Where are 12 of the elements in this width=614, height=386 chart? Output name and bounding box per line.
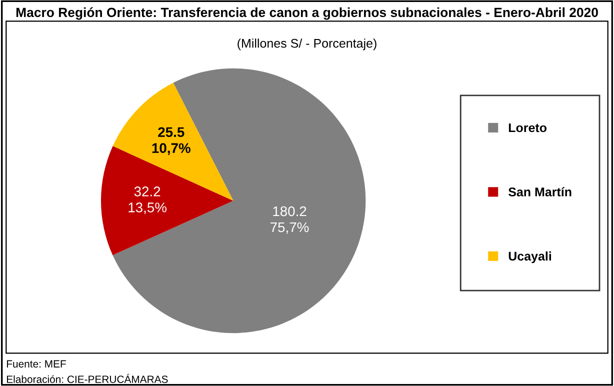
pie-slice — [112, 82, 234, 201]
legend-label: San Martín — [508, 187, 572, 196]
legend-label: Loreto — [508, 123, 547, 132]
legend-label: Ucayali — [508, 251, 552, 264]
chart-title: Macro Región Oriente: Transferencia de canon a gobiernos subnacionales - Enero-Abril 2020 — [16, 7, 598, 20]
pie-slice — [112, 68, 366, 334]
data-label: 25.5 10,7% — [152, 127, 190, 156]
text: Elaboración: CIE-PERUCÁMARAS — [6, 374, 168, 384]
source-note: Fuente: MEF — [6, 360, 66, 368]
data-label: 180.2 75,7% — [270, 206, 309, 234]
data-label: 32.2 13,5% — [128, 186, 166, 214]
chart-subtitle: (Millones S/ - Porcentaje) — [238, 38, 376, 50]
